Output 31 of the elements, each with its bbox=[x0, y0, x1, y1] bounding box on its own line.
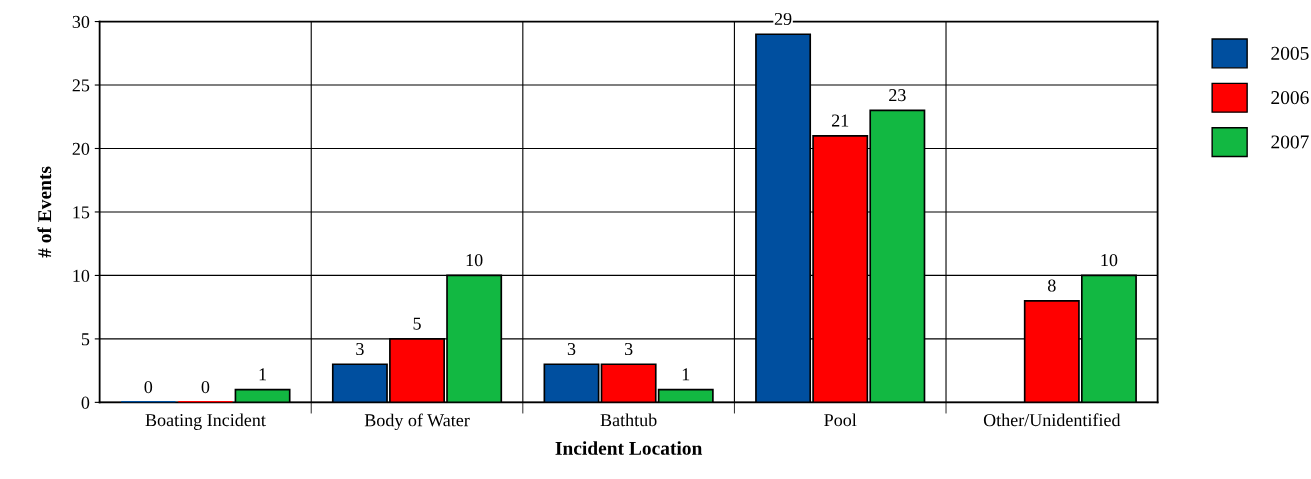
data-label: 0 bbox=[144, 380, 153, 394]
data-label: 10 bbox=[1101, 254, 1118, 267]
x-axis-title: Incident Location bbox=[555, 441, 703, 455]
data-label: 3 bbox=[356, 342, 364, 356]
y-tick-label: 0 bbox=[81, 396, 90, 409]
y-tick-label: 20 bbox=[72, 142, 90, 155]
y-tick-label: 5 bbox=[81, 333, 90, 346]
data-label: 0 bbox=[201, 380, 210, 394]
data-label: 10 bbox=[466, 254, 483, 267]
data-label: 3 bbox=[567, 342, 576, 356]
legend-label: 2006 bbox=[1271, 91, 1309, 105]
legend-label: 2007 bbox=[1271, 135, 1309, 149]
data-label: 1 bbox=[682, 368, 690, 381]
data-label: 1 bbox=[259, 368, 266, 381]
x-tick-label: Other/Unidentified bbox=[983, 413, 1121, 427]
data-label: 5 bbox=[413, 317, 421, 330]
x-tick-label: Boating Incident bbox=[145, 413, 266, 430]
y-tick-label: 15 bbox=[73, 206, 90, 219]
y-tick-label: 30 bbox=[72, 15, 90, 28]
y-tick-label: 10 bbox=[73, 269, 90, 282]
x-tick-label: Bathtub bbox=[600, 413, 657, 427]
data-label: 8 bbox=[1047, 279, 1056, 292]
data-label: 21 bbox=[831, 114, 849, 127]
data-label: 23 bbox=[889, 89, 906, 102]
legend-label: 2005 bbox=[1271, 46, 1309, 60]
y-tick-label: 25 bbox=[72, 79, 90, 92]
x-tick-label: Body of Water bbox=[364, 413, 470, 431]
x-tick-label: Pool bbox=[824, 413, 857, 427]
y-axis-title: # of Events bbox=[37, 166, 52, 258]
data-label: 29 bbox=[774, 12, 792, 26]
data-label: 3 bbox=[624, 342, 633, 356]
